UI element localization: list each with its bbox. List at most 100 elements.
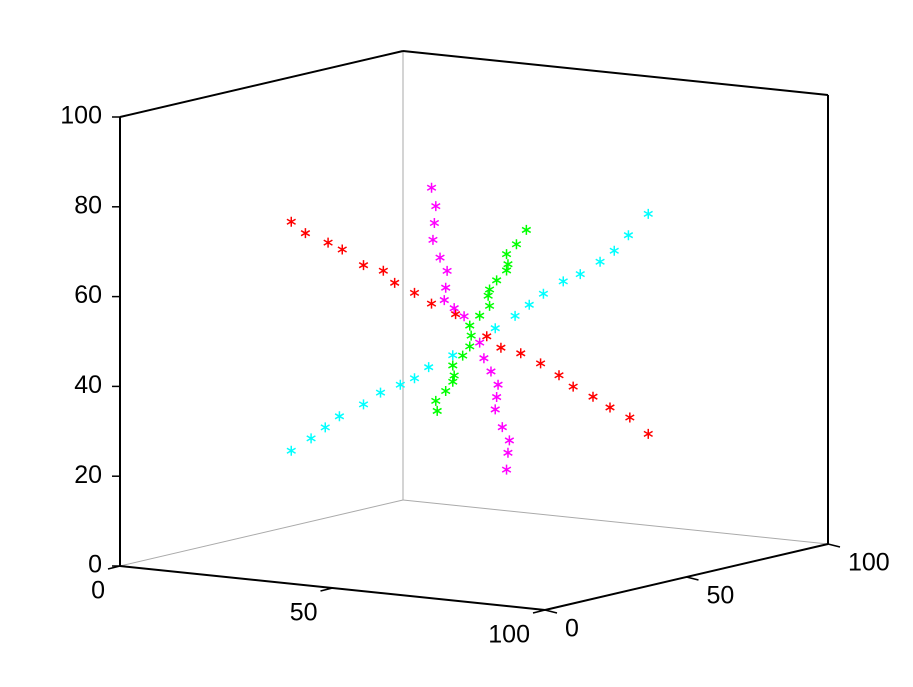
point	[431, 395, 441, 406]
y-tick	[686, 576, 699, 581]
point	[503, 259, 513, 270]
point	[429, 218, 440, 228]
point	[643, 428, 653, 439]
point	[479, 353, 489, 364]
point	[484, 284, 495, 295]
point	[300, 228, 311, 239]
y-tick	[827, 543, 841, 548]
point	[426, 298, 437, 309]
x-tick-label: 50	[290, 599, 318, 627]
point	[511, 239, 522, 250]
point	[554, 370, 564, 381]
point	[306, 433, 316, 444]
point	[378, 265, 389, 276]
point	[466, 330, 476, 341]
point	[623, 230, 634, 241]
point	[595, 256, 605, 267]
point	[516, 348, 526, 359]
point	[510, 310, 520, 321]
point	[334, 411, 345, 422]
point	[442, 265, 452, 276]
point	[389, 277, 400, 288]
point	[501, 265, 512, 276]
point	[440, 282, 451, 293]
point	[605, 402, 615, 413]
point	[449, 370, 459, 381]
point	[428, 234, 438, 245]
x-tick-label: 0	[91, 577, 105, 605]
point	[491, 275, 502, 286]
point	[484, 300, 495, 311]
point	[504, 435, 515, 446]
point	[483, 290, 493, 301]
point	[497, 422, 508, 433]
point	[426, 182, 437, 193]
z-tick-label: 100	[60, 102, 102, 130]
point	[323, 237, 333, 248]
point	[575, 269, 585, 280]
point	[448, 360, 458, 371]
back-edge	[119, 499, 404, 567]
point	[535, 358, 546, 369]
y-tick-label: 100	[848, 549, 890, 577]
point	[286, 445, 296, 456]
point	[538, 288, 549, 299]
point	[448, 350, 458, 361]
point	[375, 387, 386, 398]
point	[501, 464, 512, 475]
top-edge	[119, 50, 404, 118]
point	[320, 422, 330, 433]
point	[409, 373, 420, 384]
point	[490, 404, 500, 415]
point	[431, 201, 441, 212]
point	[493, 379, 503, 390]
point	[449, 303, 459, 314]
z-tick-label: 20	[74, 461, 102, 489]
z-tick-label: 40	[74, 371, 102, 399]
point	[568, 381, 578, 392]
point	[459, 311, 469, 322]
point	[358, 399, 369, 410]
point	[286, 216, 296, 227]
back-edge	[402, 499, 829, 545]
point	[439, 295, 449, 306]
point	[448, 376, 458, 387]
x-tick-label: 100	[488, 621, 530, 649]
z-tick-label: 80	[74, 191, 102, 219]
point	[337, 244, 347, 255]
top-edge	[402, 50, 829, 96]
y-tick-label: 50	[707, 582, 735, 610]
y-tick	[544, 609, 558, 614]
point	[474, 310, 485, 321]
point	[521, 224, 532, 235]
point	[490, 323, 500, 334]
point	[358, 260, 369, 271]
point	[643, 208, 653, 219]
point	[435, 252, 445, 263]
point	[501, 249, 512, 260]
point	[465, 320, 475, 331]
z-tick-label: 60	[74, 281, 102, 309]
point	[558, 276, 568, 287]
point	[496, 342, 506, 353]
point	[609, 245, 619, 256]
point	[395, 379, 406, 390]
point	[457, 350, 468, 361]
x-tick	[320, 587, 333, 592]
point	[588, 391, 598, 402]
point	[465, 341, 475, 352]
point	[524, 299, 534, 310]
z-tick-label: 0	[88, 551, 102, 579]
point	[440, 385, 451, 396]
point	[503, 447, 513, 458]
point	[474, 337, 485, 348]
point	[486, 366, 496, 377]
point	[491, 392, 502, 403]
x-tick	[532, 609, 546, 614]
point	[423, 362, 434, 373]
point	[625, 412, 635, 423]
y-tick-label: 0	[565, 615, 579, 643]
point	[432, 405, 442, 416]
